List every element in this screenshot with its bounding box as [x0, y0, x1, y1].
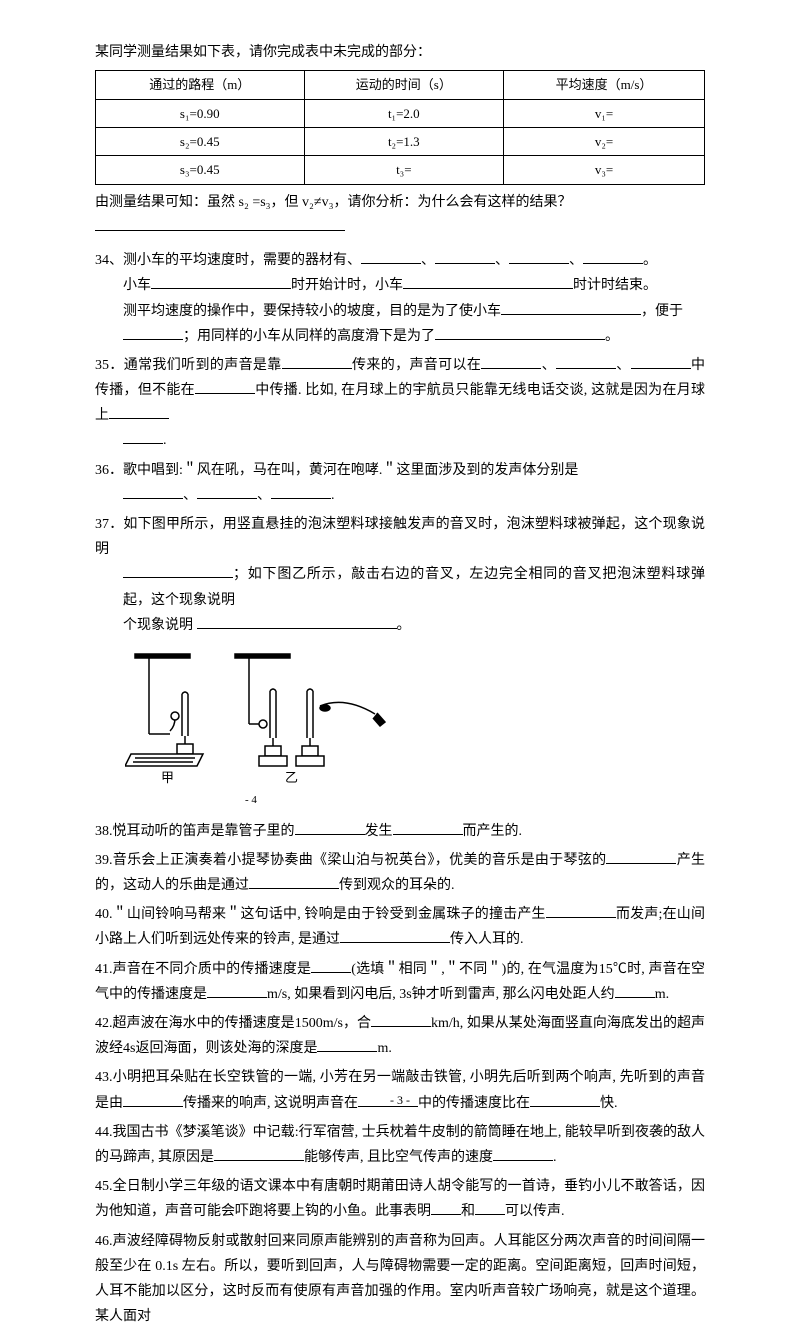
blank[interactable] — [109, 404, 169, 419]
physics-diagram-icon: 甲 乙 — [125, 646, 405, 791]
blank[interactable] — [361, 249, 421, 264]
blank[interactable] — [311, 958, 351, 973]
blank[interactable] — [546, 903, 616, 918]
svg-text:甲: 甲 — [161, 770, 174, 785]
blank[interactable] — [431, 1200, 461, 1215]
blank[interactable] — [197, 484, 257, 499]
blank[interactable] — [214, 1146, 304, 1161]
question-38: 38.悦耳动听的笛声是靠管子里的发生而产生的. — [95, 819, 705, 844]
figure-page: - 4 — [245, 791, 705, 811]
blank[interactable] — [393, 820, 463, 835]
blank[interactable] — [475, 1200, 505, 1215]
question-42: 42.超声波在海水中的传播速度是1500m/s，合km/h, 如果从某处海面竖直… — [95, 1011, 705, 1061]
cell: t₁=2.0 — [304, 99, 504, 127]
cell: s₃=0.45 — [96, 156, 305, 184]
blank[interactable] — [501, 300, 641, 315]
blank[interactable] — [493, 1146, 553, 1161]
header-cell: 通过的路程（m） — [96, 71, 305, 99]
blank[interactable] — [509, 249, 569, 264]
blank[interactable] — [282, 354, 352, 369]
question-40: 40.＂山间铃响马帮来＂这句话中, 铃响是由于铃受到金属珠子的撞击产生而发声;在… — [95, 902, 705, 952]
blank[interactable] — [197, 614, 397, 629]
question-45: 45.全日制小学三年级的语文课本中有唐朝时期莆田诗人胡令能写的一首诗，垂钓小儿不… — [95, 1174, 705, 1224]
blank[interactable] — [615, 983, 655, 998]
blank[interactable] — [606, 849, 676, 864]
blank[interactable] — [481, 354, 541, 369]
question-37: 37．如下图甲所示，用竖直悬挂的泡沫塑料球接触发声的音叉时，泡沫塑料球被弹起，这… — [95, 512, 705, 638]
question-41: 41.声音在不同介质中的传播速度是(选填＂相同＂,＂不同＂)的, 在气温度为15… — [95, 957, 705, 1007]
table-row: s₃=0.45 t₃= v₃= — [96, 156, 705, 184]
data-table: 通过的路程（m） 运动的时间（s） 平均速度（m/s） s₁=0.90 t₁=2… — [95, 70, 705, 185]
cell: s₂=0.45 — [96, 127, 305, 155]
cell: s₁=0.90 — [96, 99, 305, 127]
blank[interactable] — [249, 874, 339, 889]
blank[interactable] — [371, 1012, 431, 1027]
question-46: 46.声波经障碍物反射或散射回来同原声能辨别的声音称为回声。人耳能区分两次声音的… — [95, 1229, 705, 1329]
cell: v₂= — [504, 127, 705, 155]
table-intro: 某同学测量结果如下表，请你完成表中未完成的部分： — [95, 40, 705, 65]
question-36: 36．歌中唱到:＂风在吼，马在叫，黄河在咆哮.＂这里面涉及到的发声体分别是 、、… — [95, 458, 705, 508]
question-35: 35．通常我们听到的声音是靠传来的，声音可以在、、中传播，但不能在中传播. 比如… — [95, 353, 705, 454]
cell: v₃= — [504, 156, 705, 184]
analysis-text: 由测量结果可知：虽然 s₂ =s₃，但 v₂≠v₃，请你分析：为什么会有这样的结… — [95, 190, 705, 240]
svg-text:乙: 乙 — [285, 770, 298, 785]
blank[interactable] — [207, 983, 267, 998]
blank[interactable] — [195, 379, 255, 394]
blank[interactable] — [403, 274, 573, 289]
header-cell: 平均速度（m/s） — [504, 71, 705, 99]
blank[interactable] — [556, 354, 616, 369]
question-34: 34、测小车的平均速度时，需要的器材有、、、、。 小车时开始计时，小车时计时结束… — [95, 248, 705, 349]
question-44: 44.我国古书《梦溪笔谈》中记载:行军宿营, 士兵枕着牛皮制的箭筒睡在地上, 能… — [95, 1120, 705, 1170]
blank[interactable] — [583, 249, 643, 264]
blank[interactable] — [123, 429, 163, 444]
cell: t₂=1.3 — [304, 127, 504, 155]
blank[interactable] — [435, 249, 495, 264]
table-row: s₁=0.90 t₁=2.0 v₁= — [96, 99, 705, 127]
table-row: s₂=0.45 t₂=1.3 v₂= — [96, 127, 705, 155]
cell: v₁= — [504, 99, 705, 127]
blank[interactable] — [317, 1037, 377, 1052]
blank[interactable] — [435, 325, 605, 340]
tuning-fork-figure: 甲 乙 - 4 — [125, 646, 705, 811]
cell: t₃= — [304, 156, 504, 184]
blank[interactable] — [631, 354, 691, 369]
blank[interactable] — [340, 928, 450, 943]
page-number: - 3 - — [0, 1090, 800, 1112]
blank[interactable] — [95, 216, 345, 231]
blank[interactable] — [123, 484, 183, 499]
blank[interactable] — [123, 563, 233, 578]
blank[interactable] — [123, 325, 183, 340]
blank[interactable] — [295, 820, 365, 835]
blank[interactable] — [271, 484, 331, 499]
header-cell: 运动的时间（s） — [304, 71, 504, 99]
question-39: 39.音乐会上正演奏着小提琴协奏曲《梁山泊与祝英台》，优美的音乐是由于琴弦的产生… — [95, 848, 705, 898]
blank[interactable] — [151, 274, 291, 289]
table-row: 通过的路程（m） 运动的时间（s） 平均速度（m/s） — [96, 71, 705, 99]
